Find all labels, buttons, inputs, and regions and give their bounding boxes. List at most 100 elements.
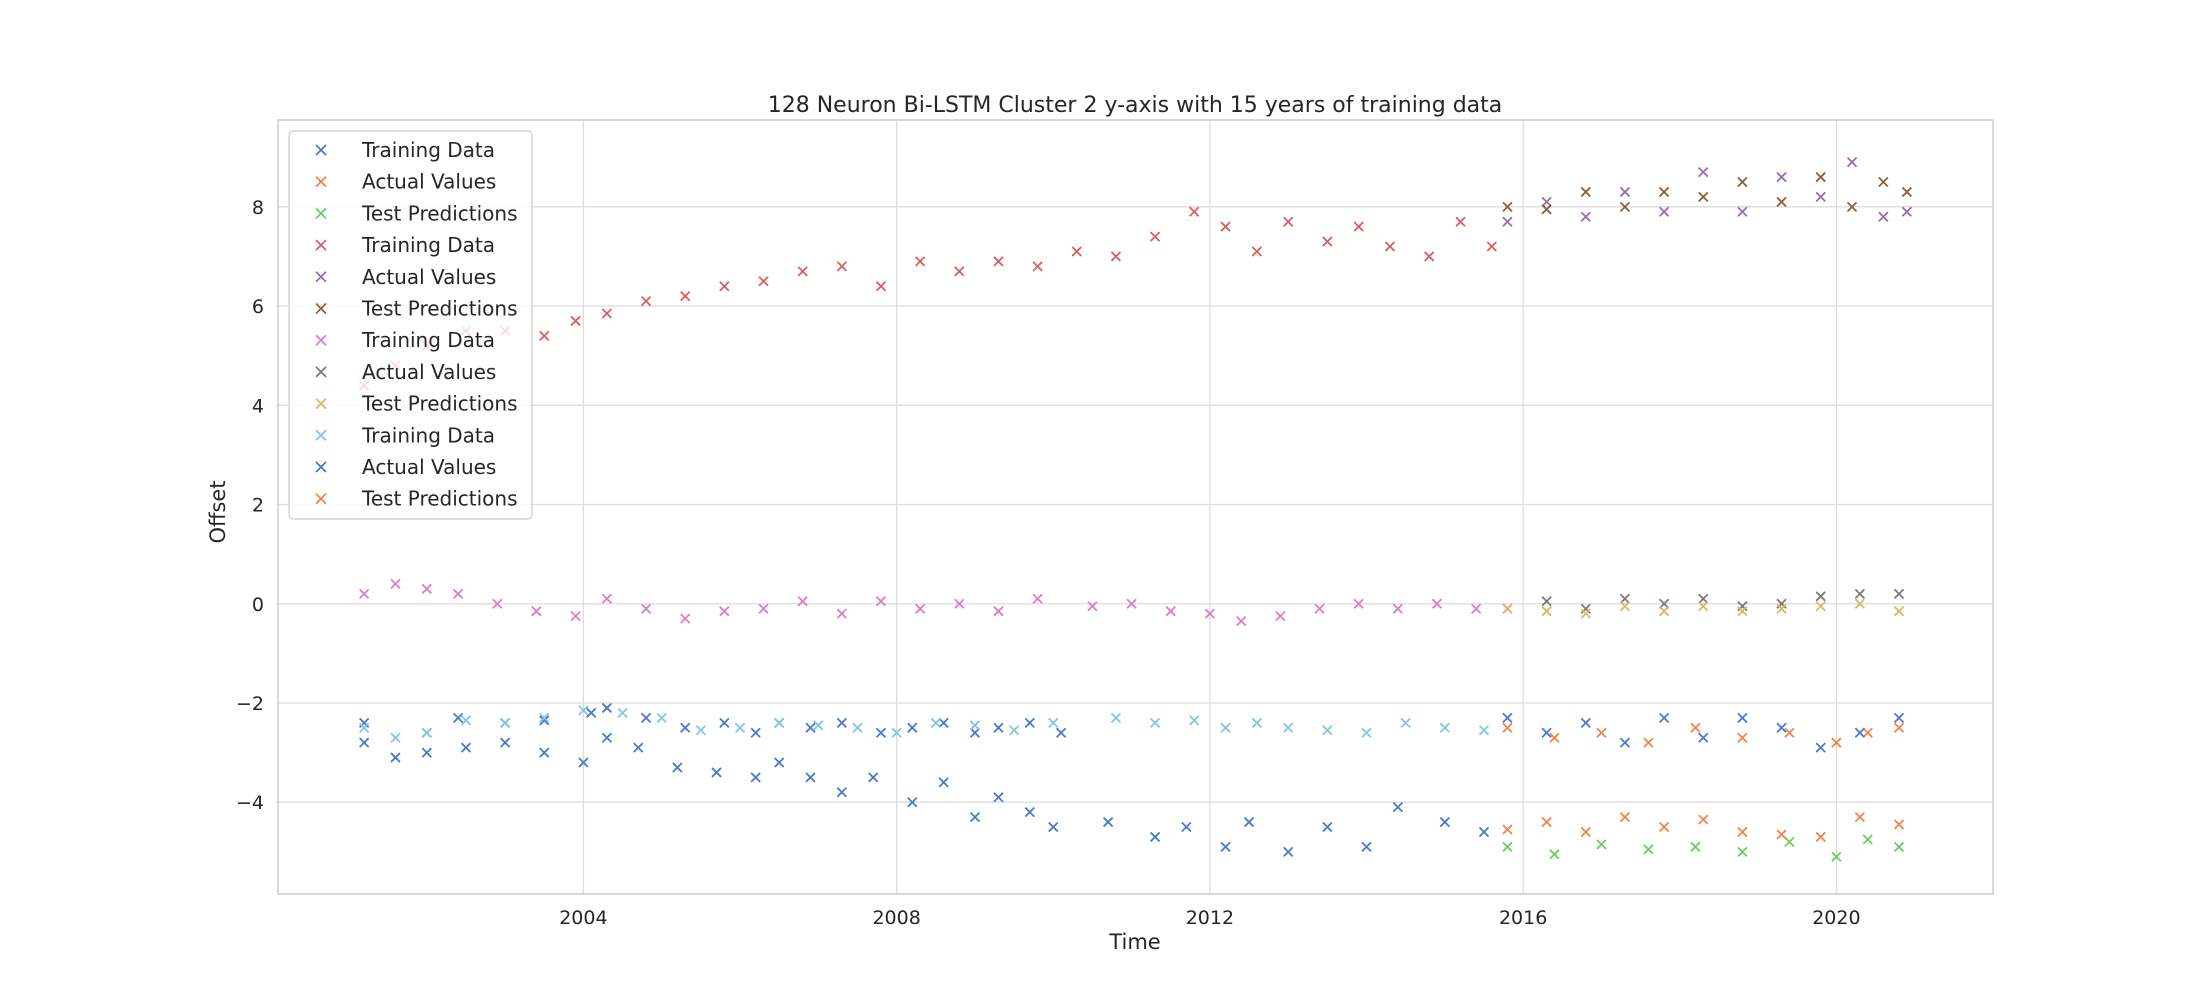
series-6 xyxy=(1502,171,1912,215)
x-tick-label: 2020 xyxy=(1812,907,1860,929)
data-point xyxy=(640,603,652,614)
data-point xyxy=(1502,824,1513,835)
data-point xyxy=(1541,606,1552,617)
data-point xyxy=(797,596,808,607)
data-point xyxy=(499,717,511,728)
data-point xyxy=(1243,816,1255,828)
data-point xyxy=(938,777,949,788)
data-point xyxy=(1149,831,1161,843)
data-points xyxy=(359,157,1912,862)
data-point xyxy=(1776,722,1787,733)
y-tick-label: 6 xyxy=(252,296,264,318)
data-point xyxy=(915,256,926,267)
legend-label: Actual Values xyxy=(362,360,496,384)
data-point xyxy=(1549,849,1560,860)
data-point xyxy=(875,727,887,738)
data-point xyxy=(1596,727,1607,738)
y-tick-label: 2 xyxy=(252,495,264,517)
data-point xyxy=(1737,826,1748,838)
legend-marker xyxy=(315,239,327,251)
data-point xyxy=(930,717,941,728)
data-point xyxy=(1580,186,1591,198)
data-point xyxy=(1439,722,1450,733)
data-point xyxy=(1541,204,1552,215)
data-point xyxy=(1658,712,1670,724)
legend-label: Actual Values xyxy=(362,455,496,479)
data-point xyxy=(1149,717,1161,728)
series-2 xyxy=(1502,722,1905,748)
legend-label: Actual Values xyxy=(362,265,496,289)
data-point xyxy=(1087,601,1098,612)
data-point xyxy=(1643,844,1654,855)
data-point xyxy=(1439,816,1450,828)
data-point xyxy=(891,727,902,738)
data-point xyxy=(1784,727,1795,738)
x-tick-label: 2016 xyxy=(1499,907,1547,929)
series-5 xyxy=(1502,157,1912,227)
data-point xyxy=(1815,742,1826,753)
data-point xyxy=(993,722,1004,733)
y-tick-label: 4 xyxy=(252,395,264,417)
data-point xyxy=(460,715,472,726)
data-point xyxy=(1831,851,1842,862)
data-point xyxy=(969,727,981,738)
data-point xyxy=(1737,606,1748,617)
data-point xyxy=(938,717,949,728)
data-point xyxy=(1893,722,1905,733)
data-point xyxy=(1220,221,1231,232)
data-point xyxy=(1658,186,1670,198)
data-point xyxy=(672,762,683,773)
data-point xyxy=(1698,814,1709,825)
data-point xyxy=(539,715,550,726)
data-point xyxy=(907,797,918,808)
data-point xyxy=(359,722,370,733)
data-point xyxy=(1784,836,1795,848)
data-point xyxy=(1502,712,1513,724)
series-12 xyxy=(1502,811,1905,843)
data-point xyxy=(1893,712,1905,724)
legend-marker xyxy=(315,429,327,441)
data-point xyxy=(1471,603,1482,614)
data-point xyxy=(1541,196,1552,208)
data-point xyxy=(421,583,432,595)
data-point xyxy=(359,588,370,599)
data-point xyxy=(1846,157,1858,168)
data-point xyxy=(907,722,918,733)
data-point xyxy=(578,705,589,716)
x-tick-label: 2008 xyxy=(872,907,920,929)
data-point xyxy=(1776,829,1787,840)
data-point xyxy=(539,330,550,341)
legend-label: Training Data xyxy=(361,328,495,352)
data-point xyxy=(1893,819,1905,830)
data-point xyxy=(1502,603,1513,614)
data-point xyxy=(1815,191,1826,203)
data-point xyxy=(1126,598,1137,609)
data-point xyxy=(1400,717,1411,728)
y-axis-label: Offset xyxy=(206,480,230,543)
y-tick-label: −4 xyxy=(236,792,264,814)
data-point xyxy=(1698,191,1709,203)
data-point xyxy=(578,757,589,768)
data-point xyxy=(1102,816,1114,828)
data-point xyxy=(680,613,691,624)
data-point xyxy=(993,792,1004,803)
data-point xyxy=(1580,717,1591,728)
data-point xyxy=(734,722,746,733)
data-point xyxy=(719,281,730,292)
grid xyxy=(278,120,1993,894)
legend-label: Test Predictions xyxy=(361,201,518,225)
data-point xyxy=(1815,601,1826,612)
legend-marker xyxy=(315,271,327,283)
data-point xyxy=(954,598,965,609)
data-point xyxy=(695,725,707,736)
data-point xyxy=(954,266,965,277)
data-point xyxy=(421,747,432,758)
data-point xyxy=(1251,246,1263,257)
data-point xyxy=(601,593,613,604)
data-point xyxy=(539,712,550,724)
data-point xyxy=(836,787,847,798)
axes: 2004 2008 2012 2016 2020 −4 −2 0 2 4 6 8 xyxy=(236,119,1994,929)
data-point xyxy=(1893,588,1905,599)
data-point xyxy=(1580,211,1591,222)
data-point xyxy=(1854,727,1866,738)
